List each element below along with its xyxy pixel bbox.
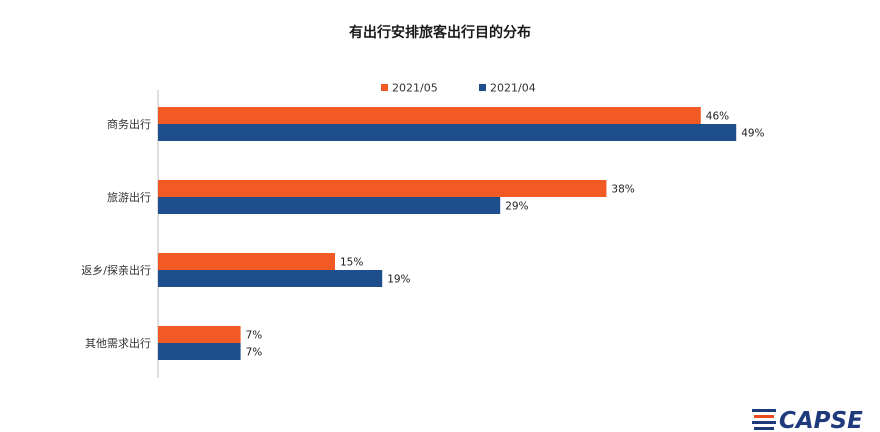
data-labels: 46% 49% 38% 29% 15% 19% 7% 7% [246,111,765,359]
bar-2021-05-2 [158,253,335,270]
legend-label-2021-05: 2021/05 [392,82,438,95]
chart-title: 有出行安排旅客出行目的分布 [349,24,531,41]
data-label: 7% [246,330,263,342]
bar-2021-05-1 [158,180,607,197]
data-label: 29% [505,201,528,213]
legend-swatch-2021-04 [479,84,486,91]
bar-2021-05-3 [158,326,241,343]
data-label: 49% [741,128,764,140]
data-label: 15% [340,257,363,269]
category-label: 旅游出行 [107,190,151,204]
bar-2021-04-2 [158,270,383,287]
data-label: 7% [246,347,263,359]
data-label: 19% [387,274,410,286]
bars-group [158,107,737,360]
bar-2021-04-0 [158,124,737,141]
capse-logo: CAPSE [752,408,863,432]
data-label: 38% [611,184,634,196]
legend-label-2021-04: 2021/04 [490,82,536,95]
category-label: 返乡/探亲出行 [81,263,151,277]
bar-2021-04-1 [158,197,501,214]
bar-2021-05-0 [158,107,701,124]
data-label: 46% [706,111,729,123]
category-label: 其他需求出行 [85,336,151,350]
legend-swatch-2021-05 [381,84,388,91]
capse-stripes-logo-icon [752,409,776,430]
bar-2021-04-3 [158,343,241,360]
legend: 2021/05 2021/04 [381,82,536,95]
category-label: 商务出行 [107,117,151,131]
logo-text: CAPSE [779,408,863,432]
